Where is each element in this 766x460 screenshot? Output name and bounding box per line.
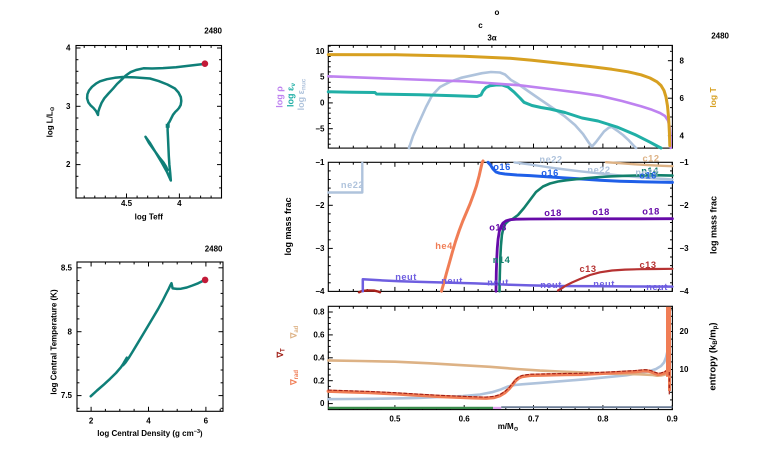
svg-text:4: 4	[680, 131, 685, 140]
svg-text:∇rad: ∇rad	[289, 370, 301, 386]
svg-text:n14: n14	[493, 255, 511, 265]
svg-text:c12: c12	[642, 154, 659, 164]
svg-text:−1: −1	[315, 158, 325, 167]
svg-text:entropy (kB/mp): entropy (kB/mp)	[708, 322, 720, 390]
svg-text:−2: −2	[315, 201, 325, 210]
svg-text:3: 3	[66, 102, 71, 111]
svg-text:neut: neut	[646, 282, 668, 292]
svg-text:o18: o18	[642, 207, 660, 217]
svg-text:c13: c13	[579, 264, 596, 274]
svg-text:log Central Temperature (K): log Central Temperature (K)	[50, 289, 59, 395]
svg-text:2480: 2480	[711, 32, 729, 41]
svg-text:6: 6	[680, 94, 685, 103]
svg-text:0.7: 0.7	[528, 415, 540, 424]
svg-text:log Teff: log Teff	[135, 213, 164, 222]
svg-text:ne22: ne22	[539, 155, 562, 165]
svg-text:3α: 3α	[487, 34, 496, 43]
svg-text:o18: o18	[544, 208, 562, 218]
svg-text:0: 0	[320, 399, 325, 408]
svg-text:−4: −4	[315, 287, 325, 296]
svg-text:0.6: 0.6	[459, 415, 471, 424]
svg-text:0.9: 0.9	[667, 415, 679, 424]
svg-text:neut: neut	[395, 272, 417, 282]
svg-text:0.8: 0.8	[597, 415, 609, 424]
svg-text:8.5: 8.5	[61, 263, 73, 272]
svg-text:5: 5	[320, 73, 325, 82]
svg-text:log εnuc: log εnuc	[296, 78, 308, 110]
svg-text:8: 8	[680, 56, 685, 65]
svg-text:o16: o16	[493, 162, 511, 172]
svg-text:−5: −5	[315, 124, 325, 133]
svg-text:−2: −2	[680, 201, 690, 210]
svg-text:2: 2	[89, 417, 94, 426]
svg-text:20: 20	[680, 327, 689, 336]
svg-text:∇T: ∇T	[275, 348, 287, 359]
svg-text:log L/L⊙: log L/L⊙	[46, 106, 57, 137]
svg-text:neut: neut	[540, 280, 562, 290]
svg-text:ne22: ne22	[635, 168, 658, 178]
svg-text:4: 4	[146, 417, 151, 426]
svg-text:neut: neut	[441, 276, 463, 286]
svg-text:4: 4	[66, 44, 71, 53]
svg-text:2: 2	[66, 160, 71, 169]
svg-text:2480: 2480	[205, 245, 223, 254]
svg-text:m/M⊙: m/M⊙	[498, 422, 519, 433]
svg-text:o: o	[495, 8, 500, 17]
svg-text:−3: −3	[680, 244, 690, 253]
svg-text:0.4: 0.4	[313, 353, 325, 362]
svg-text:neut: neut	[593, 279, 615, 289]
svg-text:c: c	[478, 21, 483, 30]
svg-text:log mass frac: log mass frac	[709, 196, 719, 254]
svg-text:0.2: 0.2	[313, 376, 325, 385]
svg-text:4.5: 4.5	[121, 199, 133, 208]
svg-text:o18: o18	[592, 207, 610, 217]
svg-text:4: 4	[177, 199, 182, 208]
svg-text:10: 10	[680, 365, 689, 374]
svg-text:8: 8	[68, 327, 73, 336]
svg-text:−4: −4	[680, 287, 690, 296]
svg-text:2480: 2480	[204, 27, 222, 36]
svg-text:6: 6	[204, 417, 209, 426]
svg-text:o16: o16	[639, 171, 657, 181]
svg-text:c13: c13	[639, 260, 656, 270]
svg-text:log ρ: log ρ	[275, 86, 285, 108]
svg-text:0: 0	[320, 99, 325, 108]
svg-text:log T: log T	[708, 87, 718, 108]
svg-text:he4: he4	[435, 241, 453, 251]
svg-text:log εν: log εν	[286, 83, 298, 107]
svg-text:−3: −3	[315, 244, 325, 253]
svg-text:0.6: 0.6	[313, 331, 325, 340]
svg-text:7.5: 7.5	[61, 391, 73, 400]
svg-text:log mass frac: log mass frac	[283, 197, 293, 255]
svg-text:10: 10	[316, 47, 325, 56]
svg-text:0.5: 0.5	[389, 415, 401, 424]
svg-text:−1: −1	[680, 158, 690, 167]
svg-text:ne22: ne22	[587, 165, 610, 175]
svg-text:n14: n14	[641, 166, 659, 176]
svg-text:0.8: 0.8	[313, 308, 325, 317]
svg-text:neut: neut	[487, 278, 509, 288]
svg-text:∇ad: ∇ad	[289, 325, 301, 339]
svg-text:ne22: ne22	[341, 180, 364, 190]
svg-text:o18: o18	[489, 223, 507, 233]
svg-text:log Central Density (g cm−3): log Central Density (g cm−3)	[97, 429, 203, 438]
svg-text:o16: o16	[541, 168, 559, 178]
